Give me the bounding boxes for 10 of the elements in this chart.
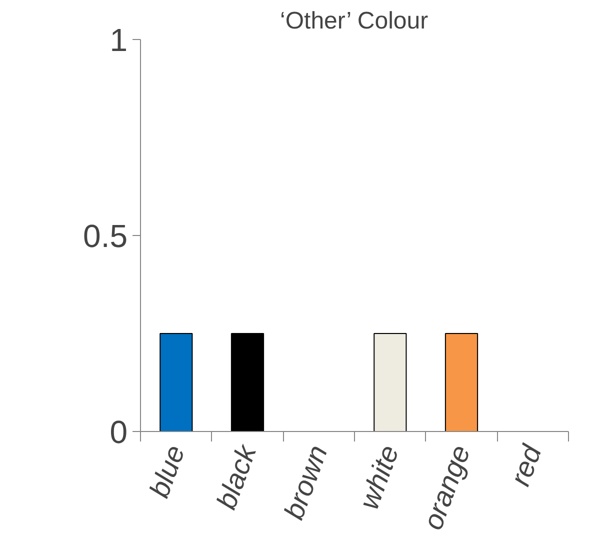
x-tick-label: white <box>353 441 405 514</box>
x-tick-label: black <box>210 439 263 514</box>
x-tick-label: orange <box>416 441 476 534</box>
y-tick-label: 0.5 <box>83 218 128 254</box>
chart-title: ‘Other’ Colour <box>280 8 428 34</box>
x-tick-label: red <box>504 440 548 490</box>
y-tick-label: 0 <box>110 414 128 450</box>
y-tick-label: 1 <box>110 22 128 58</box>
x-tick-label: blue <box>143 441 191 502</box>
x-tick-label: brown <box>278 441 334 524</box>
